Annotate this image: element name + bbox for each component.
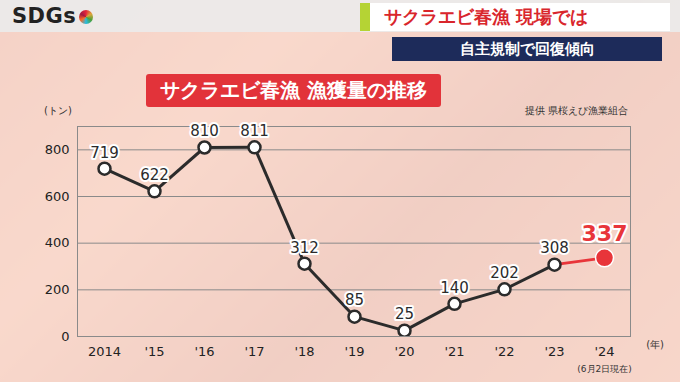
- svg-text:202: 202: [490, 264, 519, 282]
- svg-text:'16: '16: [194, 344, 214, 359]
- html-text:SDGs: SDGs: [12, 4, 77, 28]
- html-text:自主規制で回復傾向: 自主規制で回復傾向: [459, 40, 595, 58]
- svg-text:0: 0: [61, 329, 69, 344]
- svg-text:'19: '19: [344, 344, 364, 359]
- html-text:(トン): (トン): [44, 105, 72, 116]
- svg-text:600: 600: [45, 189, 70, 204]
- svg-text:800: 800: [45, 142, 70, 157]
- svg-text:140: 140: [440, 279, 469, 297]
- svg-text:25: 25: [395, 305, 414, 323]
- svg-text:811: 811: [240, 122, 269, 140]
- svg-text:'20: '20: [394, 344, 414, 359]
- html-text:(年): (年): [646, 339, 664, 350]
- svg-text:'24: '24: [594, 344, 614, 359]
- html-text:サクラエビ春漁 現場では: サクラエビ春漁 現場では: [384, 6, 589, 27]
- svg-text:2014: 2014: [88, 344, 121, 359]
- svg-text:719: 719: [90, 144, 119, 162]
- html-text:サクラエビ春漁 漁獲量の推移: サクラエビ春漁 漁獲量の推移: [160, 78, 427, 102]
- svg-text:'17: '17: [244, 344, 264, 359]
- svg-text:'15: '15: [144, 344, 164, 359]
- svg-text:(6月2日現在): (6月2日現在): [577, 364, 631, 374]
- svg-text:'18: '18: [294, 344, 314, 359]
- svg-text:85: 85: [345, 291, 364, 309]
- svg-text:622: 622: [140, 166, 169, 184]
- svg-text:312: 312: [290, 239, 319, 257]
- svg-text:'23: '23: [544, 344, 564, 359]
- svg-text:200: 200: [45, 282, 70, 297]
- svg-text:308: 308: [540, 239, 569, 257]
- svg-text:400: 400: [45, 235, 70, 250]
- svg-text:'21: '21: [444, 344, 464, 359]
- svg-text:810: 810: [190, 122, 219, 140]
- svg-text:'22: '22: [494, 344, 514, 359]
- html-text:提供 県桜えび漁業組合: 提供 県桜えび漁業組合: [524, 105, 628, 116]
- svg-text:337: 337: [582, 221, 628, 246]
